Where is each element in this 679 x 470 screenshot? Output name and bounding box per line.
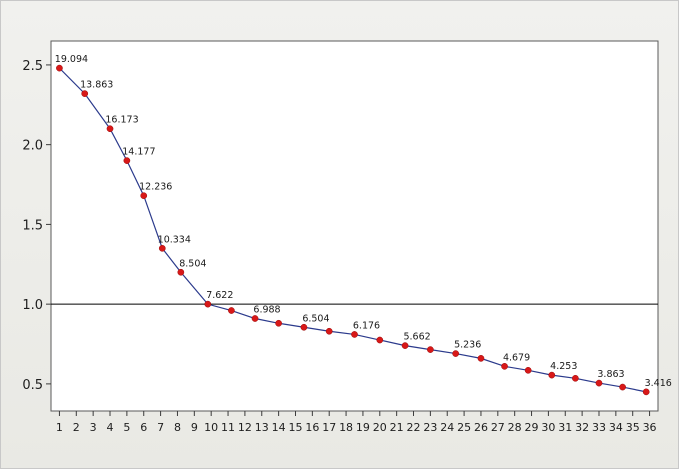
x-tick-label: 20 bbox=[373, 421, 387, 434]
data-point bbox=[300, 323, 308, 331]
x-tick-label: 31 bbox=[558, 421, 572, 434]
x-tick-label: 18 bbox=[339, 421, 353, 434]
x-tick-label: 32 bbox=[575, 421, 589, 434]
data-point bbox=[56, 64, 63, 72]
data-point bbox=[251, 315, 259, 322]
x-tick-label: 9 bbox=[191, 421, 198, 434]
data-point bbox=[619, 383, 626, 391]
x-tick-label: 15 bbox=[288, 421, 302, 434]
x-tick-label: 2 bbox=[73, 421, 80, 434]
data-point bbox=[477, 355, 485, 362]
data-point bbox=[275, 319, 282, 327]
x-tick-label: 35 bbox=[626, 421, 640, 434]
x-tick-label: 1 bbox=[56, 421, 63, 434]
data-label: 14.177 bbox=[122, 147, 155, 158]
data-point bbox=[177, 268, 185, 276]
x-tick-label: 4 bbox=[107, 421, 114, 434]
x-tick-label: 19 bbox=[356, 421, 370, 434]
data-label: 5.662 bbox=[403, 332, 430, 343]
data-point bbox=[452, 350, 460, 357]
data-label: 3.863 bbox=[597, 369, 624, 380]
plot-area bbox=[50, 40, 659, 412]
data-point bbox=[401, 342, 409, 349]
data-point bbox=[325, 327, 333, 335]
y-tick-label: 2.5 bbox=[22, 59, 43, 74]
x-tick-label: 7 bbox=[157, 421, 164, 434]
data-label: 4.253 bbox=[550, 361, 577, 372]
data-point bbox=[204, 300, 212, 308]
data-label: 6.176 bbox=[353, 320, 380, 331]
data-label: 8.504 bbox=[179, 258, 206, 269]
y-tick-label: 2.0 bbox=[22, 139, 43, 154]
data-point bbox=[123, 157, 131, 164]
x-tick-label: 24 bbox=[440, 421, 454, 434]
data-point bbox=[351, 331, 358, 338]
data-point bbox=[158, 244, 166, 252]
x-tick-label: 17 bbox=[322, 421, 336, 434]
data-point bbox=[548, 371, 556, 379]
data-point bbox=[106, 125, 114, 133]
data-label: 6.988 bbox=[253, 305, 280, 316]
y-tick-label: 1.5 bbox=[22, 218, 43, 233]
data-point bbox=[140, 192, 148, 200]
data-point bbox=[427, 346, 434, 353]
axes: 0.51.01.52.02.51 2 3 4 5 6 7 8 9 10 11 12 13 14 15 16 17… bbox=[22, 59, 656, 434]
series-layer bbox=[56, 64, 650, 396]
x-tick-label: 10 bbox=[204, 421, 218, 434]
data-point bbox=[376, 336, 384, 344]
data-label: 7.622 bbox=[206, 290, 233, 301]
series-line bbox=[59, 67, 647, 393]
data-point bbox=[642, 388, 650, 396]
x-tick-label: 30 bbox=[541, 421, 555, 434]
data-label-layer: 19.094 13.863 16.173 14.177 12.236 10.334 8.50… bbox=[55, 54, 672, 389]
x-tick-label: 23 bbox=[423, 421, 437, 434]
data-label: 16.173 bbox=[105, 115, 138, 126]
x-tick-label: 33 bbox=[592, 421, 606, 434]
x-tick-label: 28 bbox=[508, 421, 522, 434]
data-point bbox=[81, 90, 89, 97]
data-label: 13.863 bbox=[80, 80, 113, 91]
data-point bbox=[228, 307, 235, 314]
x-tick-label: 27 bbox=[491, 421, 505, 434]
data-label: 12.236 bbox=[139, 182, 172, 193]
x-tick-label: 26 bbox=[474, 421, 488, 434]
data-label: 10.334 bbox=[158, 234, 191, 245]
y-tick-label: 0.5 bbox=[22, 378, 43, 393]
data-point bbox=[572, 374, 579, 382]
x-tick-label: 5 bbox=[123, 421, 130, 434]
x-tick-label: 36 bbox=[643, 421, 657, 434]
x-tick-label: 21 bbox=[390, 421, 404, 434]
data-point bbox=[501, 362, 508, 370]
data-label: 3.416 bbox=[645, 378, 672, 389]
data-label: 19.094 bbox=[55, 54, 88, 65]
data-label: 5.236 bbox=[454, 340, 481, 351]
x-tick-label: 8 bbox=[174, 421, 181, 434]
x-tick-label: 13 bbox=[255, 421, 269, 434]
data-label: 4.679 bbox=[503, 352, 530, 363]
y-tick-label: 1.0 bbox=[22, 298, 43, 313]
x-tick-label: 16 bbox=[305, 421, 319, 434]
x-tick-label: 6 bbox=[140, 421, 147, 434]
data-label: 6.504 bbox=[302, 313, 329, 324]
x-tick-label: 34 bbox=[609, 421, 623, 434]
x-tick-label: 11 bbox=[221, 421, 235, 434]
x-tick-label: 12 bbox=[238, 421, 252, 434]
x-tick-label: 14 bbox=[272, 421, 286, 434]
x-tick-label: 29 bbox=[525, 421, 539, 434]
data-point bbox=[595, 379, 603, 387]
x-tick-label: 22 bbox=[407, 421, 421, 434]
data-point bbox=[524, 366, 532, 374]
x-tick-label: 25 bbox=[457, 421, 471, 434]
x-tick-label: 3 bbox=[90, 421, 97, 434]
